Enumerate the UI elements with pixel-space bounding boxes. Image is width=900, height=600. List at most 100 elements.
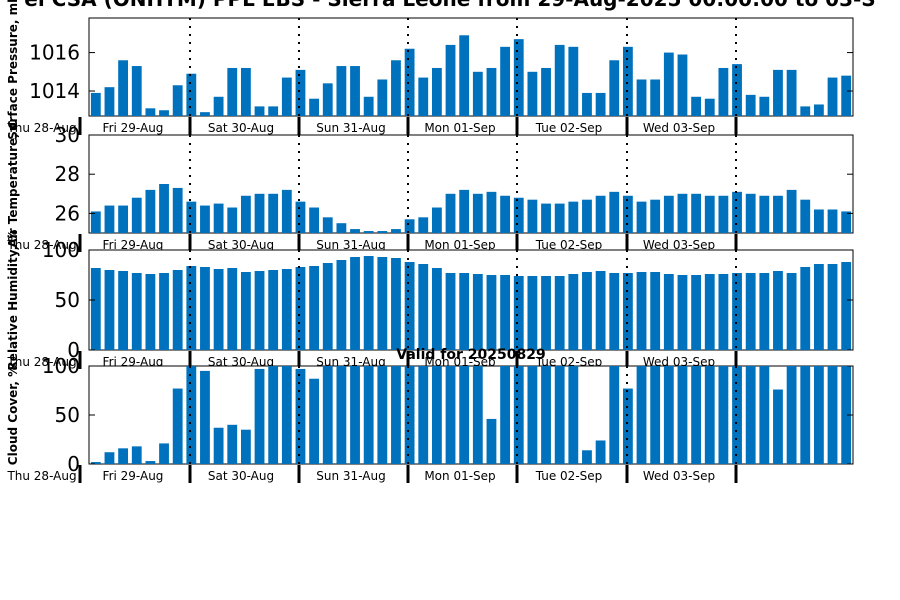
- bar: [431, 67, 442, 116]
- bar: [186, 366, 197, 464]
- bar: [677, 193, 688, 233]
- x-tick-label: Tue 02-Sep: [535, 121, 603, 135]
- bar: [554, 276, 565, 350]
- bar: [90, 268, 101, 350]
- bar: [118, 205, 129, 233]
- bar: [568, 274, 579, 350]
- bar: [377, 231, 388, 233]
- bar: [391, 366, 401, 464]
- bar: [636, 201, 647, 233]
- bar: [704, 274, 715, 350]
- bar: [172, 388, 183, 464]
- bar: [800, 199, 811, 233]
- bar: [704, 98, 715, 116]
- bar: [582, 199, 592, 233]
- x-tick-label: Wed 03-Sep: [643, 238, 715, 252]
- bar: [240, 429, 251, 464]
- bar: [459, 35, 470, 116]
- bar: [527, 71, 538, 116]
- bar: [131, 273, 142, 350]
- bar: [677, 275, 688, 350]
- bar: [309, 266, 320, 350]
- bar: [104, 270, 115, 350]
- bar: [377, 79, 388, 116]
- bar: [418, 366, 429, 464]
- bar: [554, 203, 565, 233]
- bar: [281, 77, 292, 116]
- x-tick-label: Fri 29-Aug: [103, 238, 164, 252]
- bar: [691, 366, 702, 464]
- bar: [609, 60, 620, 116]
- bar: [622, 46, 633, 116]
- bar: [240, 272, 251, 350]
- bar: [445, 44, 456, 116]
- bar: [513, 276, 524, 350]
- bar: [336, 260, 347, 350]
- bar: [200, 205, 210, 233]
- bar: [159, 110, 169, 116]
- bar: [541, 276, 551, 350]
- bar: [786, 69, 797, 116]
- bar: [445, 193, 456, 233]
- bar: [650, 199, 661, 233]
- bar: [636, 79, 647, 116]
- bar: [200, 267, 210, 350]
- y-tick-label: 50: [55, 403, 80, 427]
- bar: [827, 264, 838, 350]
- bar: [813, 264, 824, 350]
- bar: [404, 262, 415, 350]
- bar: [377, 366, 388, 464]
- y-axis-label: Surface Pressure, mb: [6, 0, 20, 140]
- bar: [677, 366, 688, 464]
- bar: [172, 270, 183, 350]
- bar: [459, 366, 470, 464]
- bar: [350, 366, 360, 464]
- bar: [118, 60, 129, 116]
- bar: [309, 98, 320, 116]
- bar: [595, 440, 606, 464]
- y-tick-label: 0: [67, 452, 80, 476]
- bar: [745, 94, 756, 116]
- y-tick-label: 100: [42, 354, 80, 378]
- bar: [813, 104, 824, 116]
- bar: [240, 195, 251, 233]
- bar: [391, 60, 401, 116]
- bar: [186, 266, 197, 350]
- bar: [650, 79, 661, 116]
- bar: [813, 209, 824, 233]
- bar: [786, 366, 797, 464]
- x-tick-label: Tue 02-Sep: [535, 238, 603, 252]
- bar: [841, 366, 852, 464]
- bar: [773, 69, 783, 116]
- bar: [554, 44, 565, 116]
- bar: [431, 268, 442, 350]
- bar: [609, 366, 620, 464]
- bar: [527, 276, 538, 350]
- x-tick-label: Fri 29-Aug: [103, 469, 164, 483]
- bar: [568, 46, 579, 116]
- bar: [350, 66, 360, 116]
- bar: [732, 64, 742, 116]
- bar: [418, 217, 429, 233]
- bar: [281, 269, 292, 350]
- bar: [527, 366, 538, 464]
- x-tick-label: Thu 28-Aug: [6, 238, 76, 252]
- x-tick-label: Sat 30-Aug: [208, 469, 274, 483]
- bar: [295, 267, 306, 350]
- bar: [650, 272, 661, 350]
- bar: [90, 92, 101, 116]
- bar: [240, 67, 251, 116]
- bar: [472, 193, 483, 233]
- bar: [827, 77, 838, 116]
- bar: [691, 96, 702, 116]
- bar: [800, 366, 811, 464]
- bar: [513, 197, 524, 233]
- bar: [568, 366, 579, 464]
- bar: [595, 92, 606, 116]
- bar: [554, 366, 565, 464]
- bar: [636, 272, 647, 350]
- bar: [254, 368, 265, 464]
- y-tick-label: 1016: [29, 41, 80, 65]
